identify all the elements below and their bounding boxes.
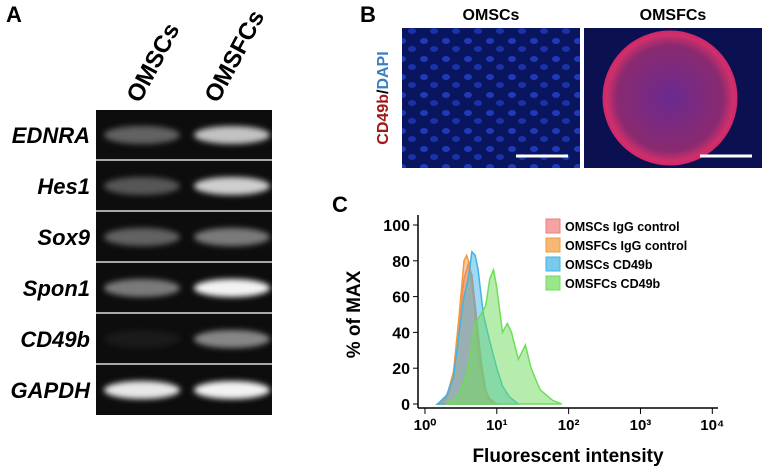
histogram-area	[444, 267, 562, 405]
panel-label: A	[6, 2, 22, 27]
lane-label: OMSFCs	[199, 6, 270, 107]
gene-label: Sox9	[37, 225, 90, 250]
y-tick-label: 100	[383, 218, 410, 235]
lane-label: OMSCs	[121, 19, 185, 107]
y-axis-label: % of MAX	[344, 270, 365, 358]
band	[104, 228, 180, 246]
x-tick-label: 10²	[558, 417, 580, 434]
y-tick-label: 80	[392, 254, 410, 271]
y-tick-label: 20	[392, 361, 410, 378]
gene-label: GAPDH	[11, 378, 92, 403]
legend-label: OMSCs IgG control	[565, 220, 680, 234]
micrograph	[402, 28, 580, 168]
y-tick-label: 0	[401, 397, 410, 414]
band	[194, 228, 270, 246]
band	[194, 177, 270, 195]
gel-bands	[96, 126, 272, 399]
panel-label: B	[360, 2, 376, 27]
band	[194, 330, 270, 348]
band	[194, 126, 270, 144]
panel-label: C	[332, 192, 348, 217]
legend-label: OMSCs CD49b	[565, 258, 653, 272]
x-axis-label: Fluorescent intensity	[472, 446, 664, 467]
band	[104, 177, 180, 195]
gene-label: Hes1	[37, 174, 90, 199]
stain: CD49b	[375, 94, 392, 145]
band	[194, 279, 270, 297]
stain: /	[375, 89, 392, 94]
band	[104, 381, 180, 399]
y-tick-label: 40	[392, 325, 410, 342]
x-tick-label: 10⁰	[414, 417, 437, 434]
legend-swatch	[545, 256, 561, 272]
histogram: 0 20 40 60 80 100 10⁰ 10¹ 10² 10³ 10⁴ Fluorescent i…	[344, 215, 724, 467]
band	[104, 279, 180, 297]
y-tick-label: 60	[392, 290, 410, 307]
stain: DAPI	[375, 51, 392, 89]
band	[104, 126, 180, 144]
legend-swatch	[545, 275, 561, 291]
column-label: OMSFCs	[640, 7, 707, 24]
legend-swatch	[545, 237, 561, 253]
legend-label: OMSFCs IgG control	[565, 239, 687, 253]
x-tick-label: 10³	[630, 417, 652, 434]
column-label: OMSCs	[463, 7, 520, 24]
gene-label: EDNRA	[12, 123, 90, 148]
band	[194, 381, 270, 399]
gene-label: Spon1	[23, 276, 90, 301]
legend-swatch	[545, 218, 561, 234]
gene-label: CD49b	[20, 327, 90, 352]
legend-label: OMSFCs CD49b	[565, 277, 661, 291]
band	[104, 330, 180, 348]
x-tick-label: 10⁴	[700, 417, 724, 434]
x-tick-label: 10¹	[486, 417, 508, 434]
stain-label: CD49b/DAPI	[375, 51, 392, 144]
sphere	[602, 30, 738, 166]
